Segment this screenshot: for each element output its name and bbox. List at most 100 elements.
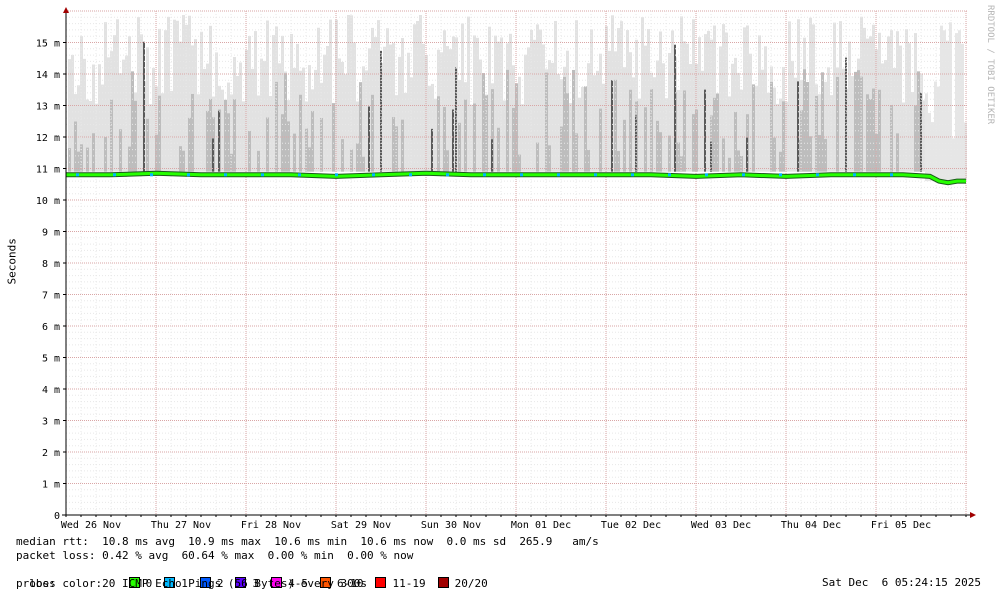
x-tick-label: Wed 26 Nov [61,520,121,531]
smoke-band [955,33,958,182]
smoke-band [263,60,266,172]
smoke-band [188,117,191,172]
smoke-band [803,69,806,172]
smoke-band [326,46,329,172]
smoke-band [422,43,425,172]
smoke-band [353,42,356,172]
loss-marker [187,173,190,177]
smoke-band [524,54,527,172]
smoke-band [80,36,83,172]
smoke-band [710,141,712,172]
smoke-band [161,93,164,172]
smoke-band [356,101,359,172]
smoke-band [767,92,770,172]
smoke-band [173,19,176,172]
loss-marker [409,173,412,177]
smoke-band [584,86,587,172]
x-tick-label: Sat 29 Nov [331,520,391,531]
smoke-band [917,71,920,172]
smoke-band [443,106,446,172]
smoke-band [119,129,122,172]
smoke-band [182,150,185,172]
x-tick-label: Thu 04 Dec [781,520,841,531]
loss-color-item: 2 [199,577,223,590]
smoke-band [77,151,80,172]
loss-marker [668,173,671,177]
loss-color-label-text: 20/20 [454,577,488,590]
smoke-band [875,49,878,172]
smoke-band [773,137,776,172]
smoke-band [230,153,233,172]
smoke-band [398,56,401,172]
smoke-band [521,104,524,172]
smoke-band [893,67,896,172]
smoke-band [719,46,722,172]
smoke-band [638,98,641,172]
smoke-band [449,49,452,172]
smoke-band [290,33,293,172]
loss-marker [631,173,634,177]
smoke-band [518,154,521,172]
smoke-band [773,87,776,172]
smoke-band [254,31,257,172]
smoke-band [542,44,545,172]
smoke-band [278,63,281,172]
loss-marker [335,173,338,177]
smoke-band [92,133,95,172]
y-tick-label: 12 m [36,133,60,144]
smoke-band [620,21,623,172]
smoke-band [470,104,473,172]
loss-color-item: 11-19 [375,577,426,590]
loss-color-swatch [437,577,449,588]
grid-layer [65,10,968,515]
smoke-band [809,136,812,172]
smoke-band [104,137,107,172]
smoke-band [77,85,80,172]
loss-marker [150,173,153,177]
smoke-band [674,44,676,172]
smoke-band [74,121,77,172]
loss-color-swatch [128,577,140,588]
loss-marker [557,173,560,177]
smoke-band [599,108,602,172]
y-tick-label: 0 [54,511,60,522]
smoke-band [299,94,302,172]
smoke-band [548,145,551,172]
smoke-band [89,101,92,172]
loss-marker [224,173,227,177]
y-tick-label: 1 m [42,480,60,491]
loss-marker [113,173,116,177]
smoke-band [377,20,380,172]
smoke-band [395,126,398,172]
smoke-band [107,57,110,172]
smoke-band [572,69,575,172]
timestamp: Sat Dec 6 05:24:15 2025 [822,576,981,589]
smoke-band [713,97,716,172]
smoke-band [911,92,914,172]
smoke-band [71,54,74,172]
smoke-band [914,105,917,172]
smoke-band [557,73,560,172]
smoke-layer [68,15,967,182]
smoke-band [137,17,140,172]
loss-marker [520,173,523,177]
smoke-band [914,33,917,172]
smoke-band [80,144,83,172]
smoke-band [338,58,341,172]
median-rtt-stats: median rtt: 10.8 ms avg 10.9 ms max 10.6… [16,535,599,548]
smoke-band [476,37,479,172]
smoke-band [392,43,395,172]
smoke-band [293,133,296,172]
smoke-band [416,21,419,172]
loss-marker [76,173,79,177]
y-tick-label: 6 m [42,322,60,333]
smoke-band [257,150,260,172]
smoke-band [473,103,476,172]
smoke-band [401,37,404,172]
smoke-band [308,147,311,172]
smoke-band [485,95,488,172]
smoke-band [587,149,590,172]
loss-marker [298,173,301,177]
smoke-band [902,102,905,172]
smoke-band [131,71,134,172]
